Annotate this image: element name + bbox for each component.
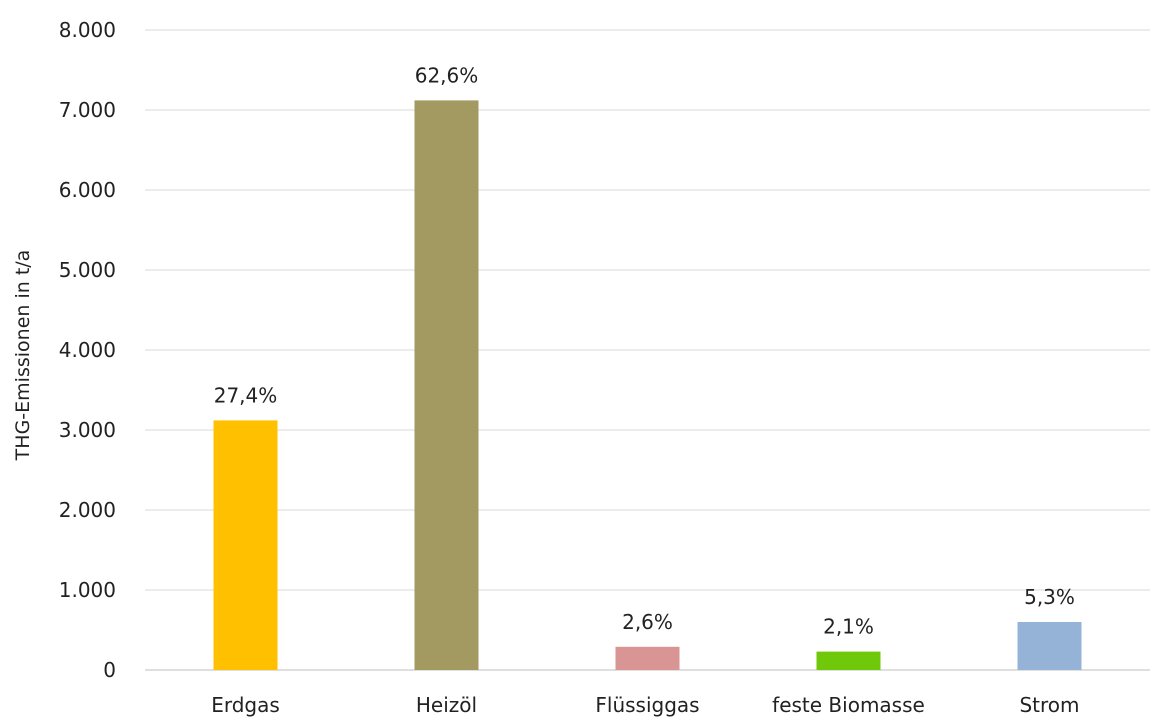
data-labels: 27,4% 62,6% 2,6% 2,1% 5,3% xyxy=(214,63,1075,638)
x-category-label: feste Biomasse xyxy=(772,693,925,717)
x-category-label: Heizöl xyxy=(416,693,477,717)
y-tick-label: 7.000 xyxy=(59,98,116,122)
bar-strom xyxy=(1017,622,1082,670)
bar-feste-biomasse xyxy=(816,651,881,670)
y-tick-label: 2.000 xyxy=(59,498,116,522)
y-axis-ticks: 0 1.000 2.000 3.000 4.000 5.000 6.000 7.000 8.00… xyxy=(59,18,116,682)
data-label: 2,1% xyxy=(823,615,874,639)
x-category-label: Erdgas xyxy=(211,693,280,717)
data-label: 2,6% xyxy=(622,610,673,634)
x-category-label: Flüssiggas xyxy=(595,693,699,717)
y-tick-label: 4.000 xyxy=(59,338,116,362)
y-tick-label: 6.000 xyxy=(59,178,116,202)
data-label: 62,6% xyxy=(415,63,479,87)
data-label: 5,3% xyxy=(1024,585,1075,609)
gridlines xyxy=(145,29,1150,671)
bars xyxy=(213,100,1082,670)
y-tick-label: 3.000 xyxy=(59,418,116,442)
y-tick-label: 8.000 xyxy=(59,18,116,42)
y-tick-label: 5.000 xyxy=(59,258,116,282)
data-label: 27,4% xyxy=(214,383,278,407)
y-tick-label: 1.000 xyxy=(59,578,116,602)
y-tick-label: 0 xyxy=(103,658,116,682)
bar-heizöl xyxy=(414,100,479,670)
y-axis-title: THG-Emissionen in t/a xyxy=(12,250,34,462)
bar-erdgas xyxy=(213,420,278,670)
x-axis-categories: Erdgas Heizöl Flüssiggas feste Biomasse Stro… xyxy=(211,693,1079,717)
x-category-label: Strom xyxy=(1019,693,1079,717)
bar-flüssiggas xyxy=(615,646,680,670)
